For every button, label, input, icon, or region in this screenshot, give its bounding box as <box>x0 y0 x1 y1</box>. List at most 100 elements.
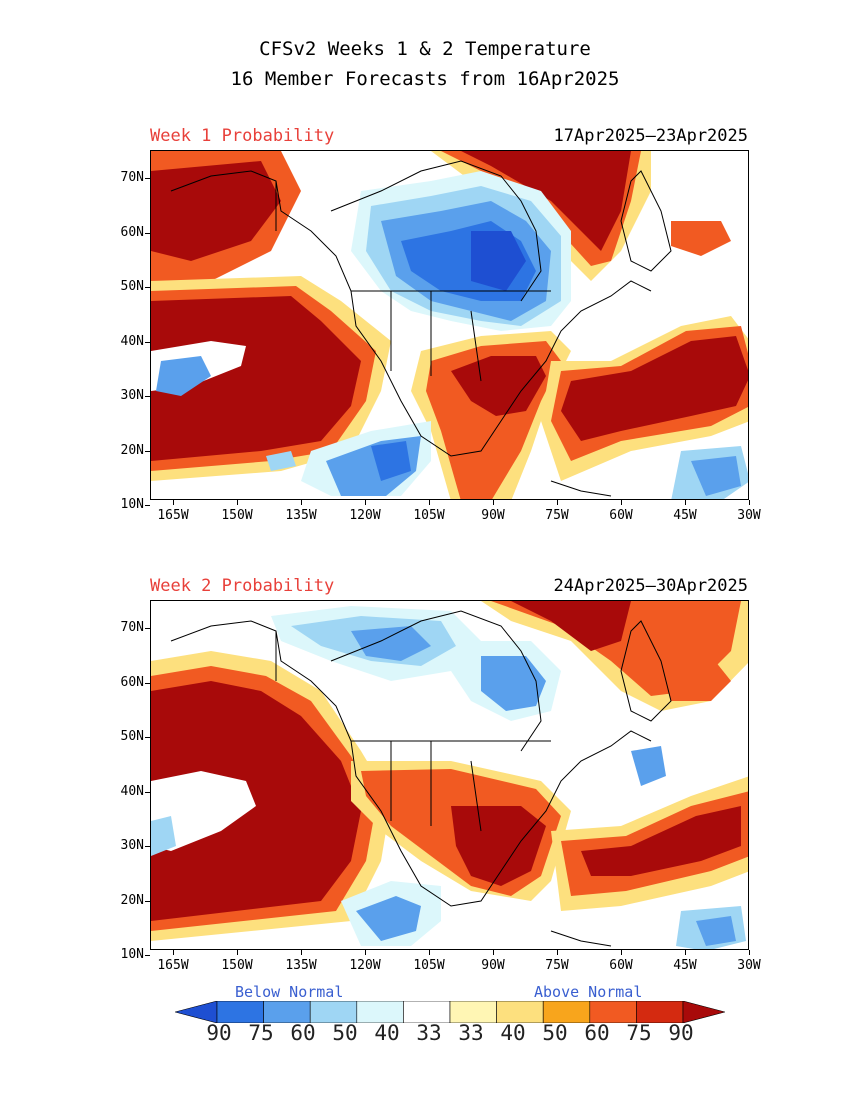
legend-label: 75 <box>248 1021 274 1045</box>
week2-lon-tick-165W: 165W <box>157 958 189 973</box>
week1-lon-tick-60W: 60W <box>609 508 633 523</box>
legend-swatch <box>542 1001 591 1023</box>
week2-lat-tick-50N: 50N <box>120 729 144 744</box>
week1-lon-tickmark <box>749 500 750 505</box>
week2-lon-tickmark <box>557 950 558 955</box>
week2-coastlines <box>170 610 672 947</box>
week1-lat-tick-50N: 50N <box>120 279 144 294</box>
week2-lat-tickmark <box>145 628 150 629</box>
legend-label: 40 <box>500 1021 526 1045</box>
legend-label: 40 <box>374 1021 400 1045</box>
week2-lon-tick-135W: 135W <box>285 958 317 973</box>
week2-lat-tickmark <box>145 900 150 902</box>
week2-lon-tick-90W: 90W <box>481 958 505 973</box>
chart-title: CFSv2 Weeks 1 & 2 Temperature <box>259 38 591 60</box>
legend-swatch <box>309 1001 358 1023</box>
week1-lat-tick-40N: 40N <box>120 333 144 349</box>
week2-lon-tick-60W: 60W <box>609 958 633 973</box>
week2-lon-tickmark <box>301 950 302 955</box>
panel2-label: Week 2 Probability <box>150 576 335 596</box>
week2-lon-tickmark <box>621 950 622 955</box>
week1-lon-tick-135W: 135W <box>285 508 317 523</box>
week1-lon-tickmark <box>493 500 494 505</box>
week1-lat-tickmark <box>145 178 150 179</box>
week2-lat-tick-70N: 70N <box>120 620 144 635</box>
legend-swatch <box>496 1001 544 1023</box>
legend-swatch <box>216 1001 264 1023</box>
week1-lon-tick-150W: 150W <box>221 508 253 523</box>
week2-lat-tick-10N: 10N <box>120 947 144 962</box>
week1-coastlines <box>170 160 672 497</box>
legend-below-normal-label: Below Normal <box>235 983 344 1001</box>
week1-map-svg <box>151 151 748 499</box>
week1-lon-tick-105W: 105W <box>413 508 445 523</box>
week1-lon-tick-75W: 75W <box>545 508 569 523</box>
week1-lon-tickmark <box>173 500 174 505</box>
week2-lat-tickmark <box>145 682 150 684</box>
week1-probability-map <box>150 150 749 500</box>
week1-lat-tickmark <box>145 341 150 343</box>
week2-lat-tick-20N: 20N <box>120 892 144 908</box>
week2-lon-tickmark <box>685 950 686 955</box>
week2-probability-map <box>150 600 749 950</box>
week2-lat-tick-40N: 40N <box>120 783 144 799</box>
week2-lon-tick-45W: 45W <box>673 958 697 973</box>
week2-map-svg <box>151 601 748 949</box>
legend-swatch <box>636 1001 684 1023</box>
week1-lon-tick-30W: 30W <box>737 508 761 523</box>
week2-lat-tick-30N: 30N <box>120 838 144 853</box>
week1-lon-tick-45W: 45W <box>673 508 697 523</box>
week2-lon-tickmark <box>493 950 494 955</box>
week1-lat-tickmark <box>145 232 150 234</box>
legend-swatch <box>356 1001 404 1023</box>
week1-lon-tickmark <box>237 500 238 505</box>
week1-lon-tick-90W: 90W <box>481 508 505 523</box>
week2-lon-tickmark <box>365 950 366 955</box>
week1-lat-tick-60N: 60N <box>120 224 144 240</box>
legend-label: 75 <box>626 1021 652 1045</box>
legend-label: 60 <box>290 1021 316 1045</box>
week2-lon-tickmark <box>429 950 430 955</box>
week2-lat-tickmark <box>145 791 150 793</box>
week1-lon-tickmark <box>301 500 302 505</box>
week1-lat-tickmark <box>145 450 150 452</box>
legend-swatch <box>449 1001 497 1023</box>
legend-arrow-below <box>175 1001 218 1023</box>
week2-lon-tickmark <box>173 950 174 955</box>
panel1-date-range: 17Apr2025–23Apr2025 <box>553 126 748 146</box>
week2-lon-tick-30W: 30W <box>737 958 761 973</box>
legend-arrow-above <box>682 1001 725 1023</box>
week1-lat-tick-70N: 70N <box>120 170 144 185</box>
week1-lon-tickmark <box>557 500 558 505</box>
week2-lon-tickmark <box>237 950 238 955</box>
legend-label: 33 <box>458 1021 484 1045</box>
week2-lon-tick-120W: 120W <box>349 958 381 973</box>
week2-lon-tick-105W: 105W <box>413 958 445 973</box>
week1-lat-tick-10N: 10N <box>120 497 144 512</box>
week2-lat-tickmark <box>145 846 150 847</box>
week1-lon-tickmark <box>685 500 686 505</box>
week2-lat-tickmark <box>145 737 150 738</box>
week1-lon-tick-120W: 120W <box>349 508 381 523</box>
legend-swatch <box>403 1001 451 1023</box>
week1-lon-tickmark <box>365 500 366 505</box>
week1-lat-tickmark <box>145 396 150 397</box>
week1-lat-tick-30N: 30N <box>120 388 144 403</box>
week1-lon-tick-165W: 165W <box>157 508 189 523</box>
week1-lat-tick-20N: 20N <box>120 442 144 458</box>
legend-label: 60 <box>584 1021 610 1045</box>
legend-label: 50 <box>332 1021 358 1045</box>
legend-label: 50 <box>542 1021 568 1045</box>
legend-swatch <box>589 1001 637 1023</box>
week1-lat-tickmark <box>145 287 150 288</box>
week2-lon-tickmark <box>749 950 750 955</box>
legend-above-normal-label: Above Normal <box>534 983 643 1001</box>
week2-above-normal-shading <box>151 601 748 941</box>
legend-label: 90 <box>668 1021 694 1045</box>
panel1-label: Week 1 Probability <box>150 126 335 146</box>
week1-lon-tickmark <box>621 500 622 505</box>
legend-label: 33 <box>416 1021 442 1045</box>
chart-subtitle: 16 Member Forecasts from 16Apr2025 <box>230 68 620 90</box>
legend-colorbar <box>175 1001 725 1023</box>
week2-lon-tick-75W: 75W <box>545 958 569 973</box>
